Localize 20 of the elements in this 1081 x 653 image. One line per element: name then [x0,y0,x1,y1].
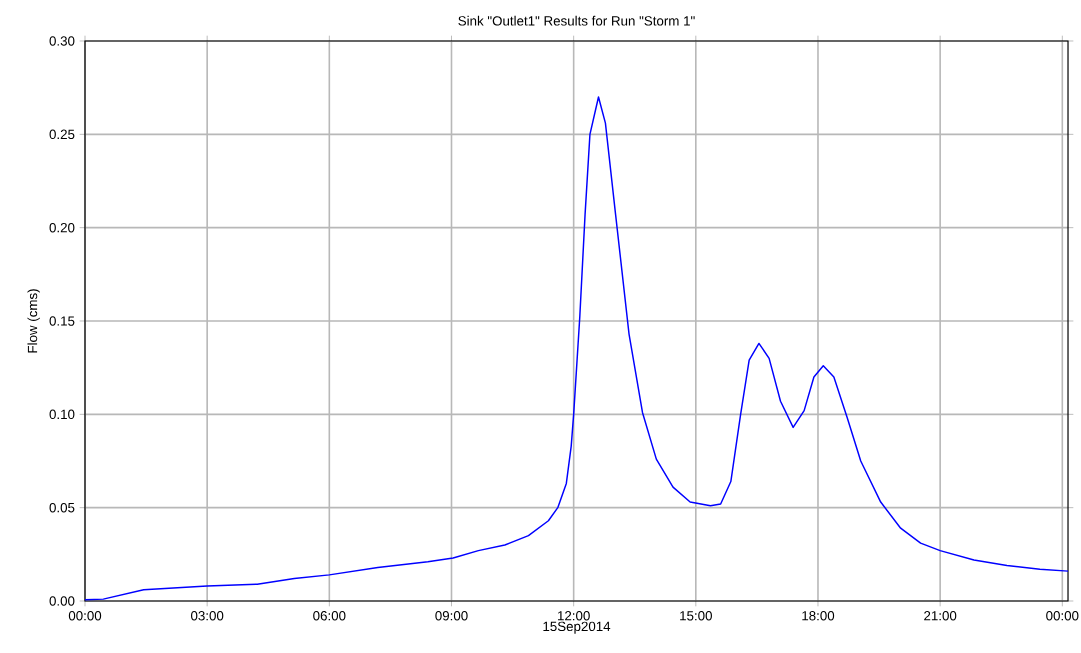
x-tick-label: 12:00 [558,611,590,621]
x-tick-label: 06:00 [313,611,346,621]
line-series [84,96,1069,601]
x-tick-label: 18:00 [802,611,835,621]
y-tick-label: 0.15 [49,316,75,326]
x-tick-label: 21:00 [924,611,957,621]
y-tick-label: 0.00 [49,596,75,606]
y-tick-label: 0.20 [49,222,75,233]
y-tick-label: 0.10 [49,409,75,420]
x-tick-label: 09:00 [435,611,468,621]
y-tick-label: 0.30 [49,36,75,46]
y-axis-title: Flow (cms) [27,289,40,353]
x-axis-title: 15Sep2014 [543,621,611,634]
x-tick-label: 03:00 [191,611,224,621]
x-tick-label: 00:00 [1046,611,1079,621]
y-tick-label: 0.05 [49,502,75,513]
chart-title: Sink "Outlet1" Results for Run "Storm 1" [458,15,695,26]
x-tick-label: 00:00 [68,611,102,621]
x-tick-label: 15:00 [680,611,712,621]
y-tick-label: 0.25 [49,129,75,140]
